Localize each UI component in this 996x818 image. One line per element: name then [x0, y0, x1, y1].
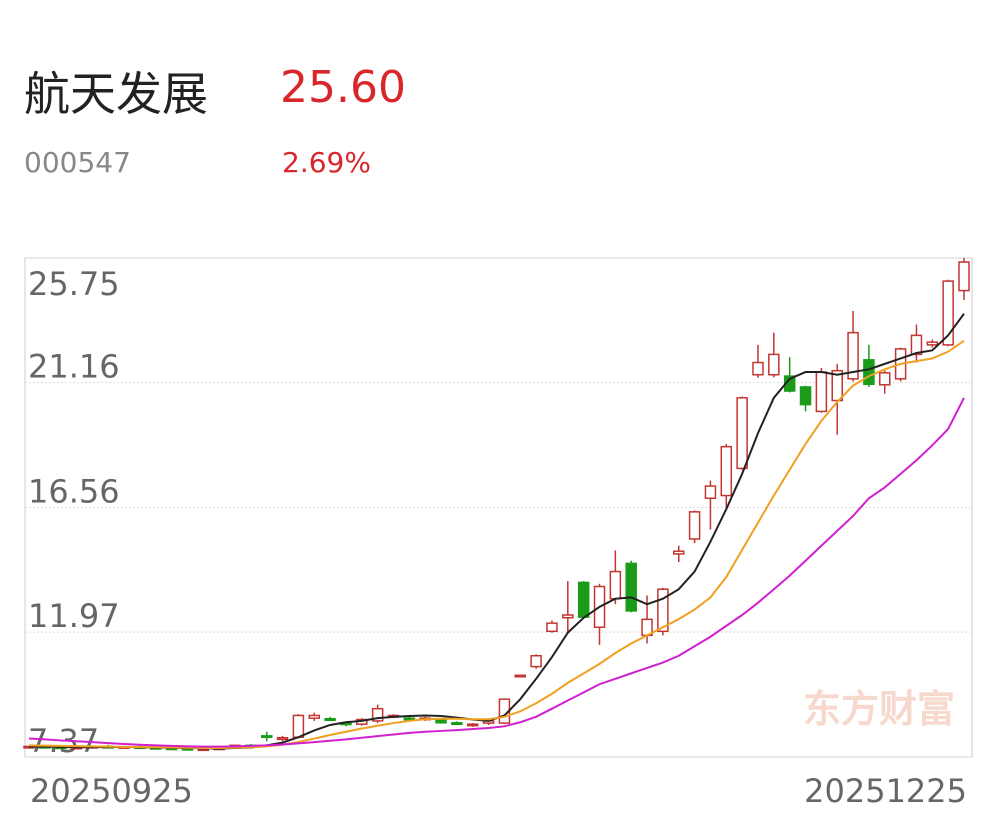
candle-body: [308, 714, 321, 719]
candle-body: [720, 445, 733, 497]
candle-body: [704, 485, 717, 500]
candle-body: [657, 588, 669, 633]
y-tick-label: 16.56: [28, 473, 120, 511]
ma-line: [28, 339, 965, 750]
candle-body: [514, 674, 527, 678]
candle-body: [451, 722, 463, 726]
candle-body: [910, 334, 923, 356]
candle-body: [847, 331, 859, 380]
stock-code: 000547: [24, 146, 131, 179]
candle-body: [752, 361, 764, 376]
candle-body: [625, 562, 637, 612]
x-tick-label: 20250925: [30, 772, 193, 810]
candle-body: [435, 718, 447, 724]
stock-change: 2.69%: [282, 146, 371, 179]
candle-body: [768, 353, 780, 376]
candle-body: [863, 359, 875, 385]
candle-body: [879, 372, 891, 386]
candle-body: [815, 371, 828, 413]
candle-body: [688, 511, 701, 540]
candle-body: [292, 714, 305, 738]
y-tick-label: 11.97: [28, 597, 120, 635]
stock-name: 航天发展: [24, 67, 208, 121]
candle-body: [958, 261, 970, 292]
candle-body: [324, 717, 336, 721]
x-tick-label: 20251225: [804, 772, 967, 810]
candle-body: [260, 735, 273, 739]
candle-body: [926, 341, 939, 346]
y-tick-label: 21.16: [28, 348, 120, 386]
watermark: 东方财富: [803, 687, 955, 731]
candle-body: [403, 717, 416, 721]
candle-body: [530, 654, 542, 668]
candle-body: [672, 550, 685, 555]
candle-body: [371, 707, 384, 722]
candle-body: [609, 570, 622, 600]
candle-body: [466, 723, 479, 727]
candle-body: [799, 386, 812, 406]
y-tick-label: 25.75: [28, 265, 120, 303]
candle-body: [562, 614, 574, 619]
candle-body: [942, 280, 954, 346]
candle-body: [577, 581, 590, 618]
stock-price: 25.60: [280, 62, 406, 113]
candle-body: [736, 397, 748, 470]
candle-body: [276, 736, 289, 741]
ma-line: [28, 397, 965, 748]
candle-body: [546, 622, 558, 633]
